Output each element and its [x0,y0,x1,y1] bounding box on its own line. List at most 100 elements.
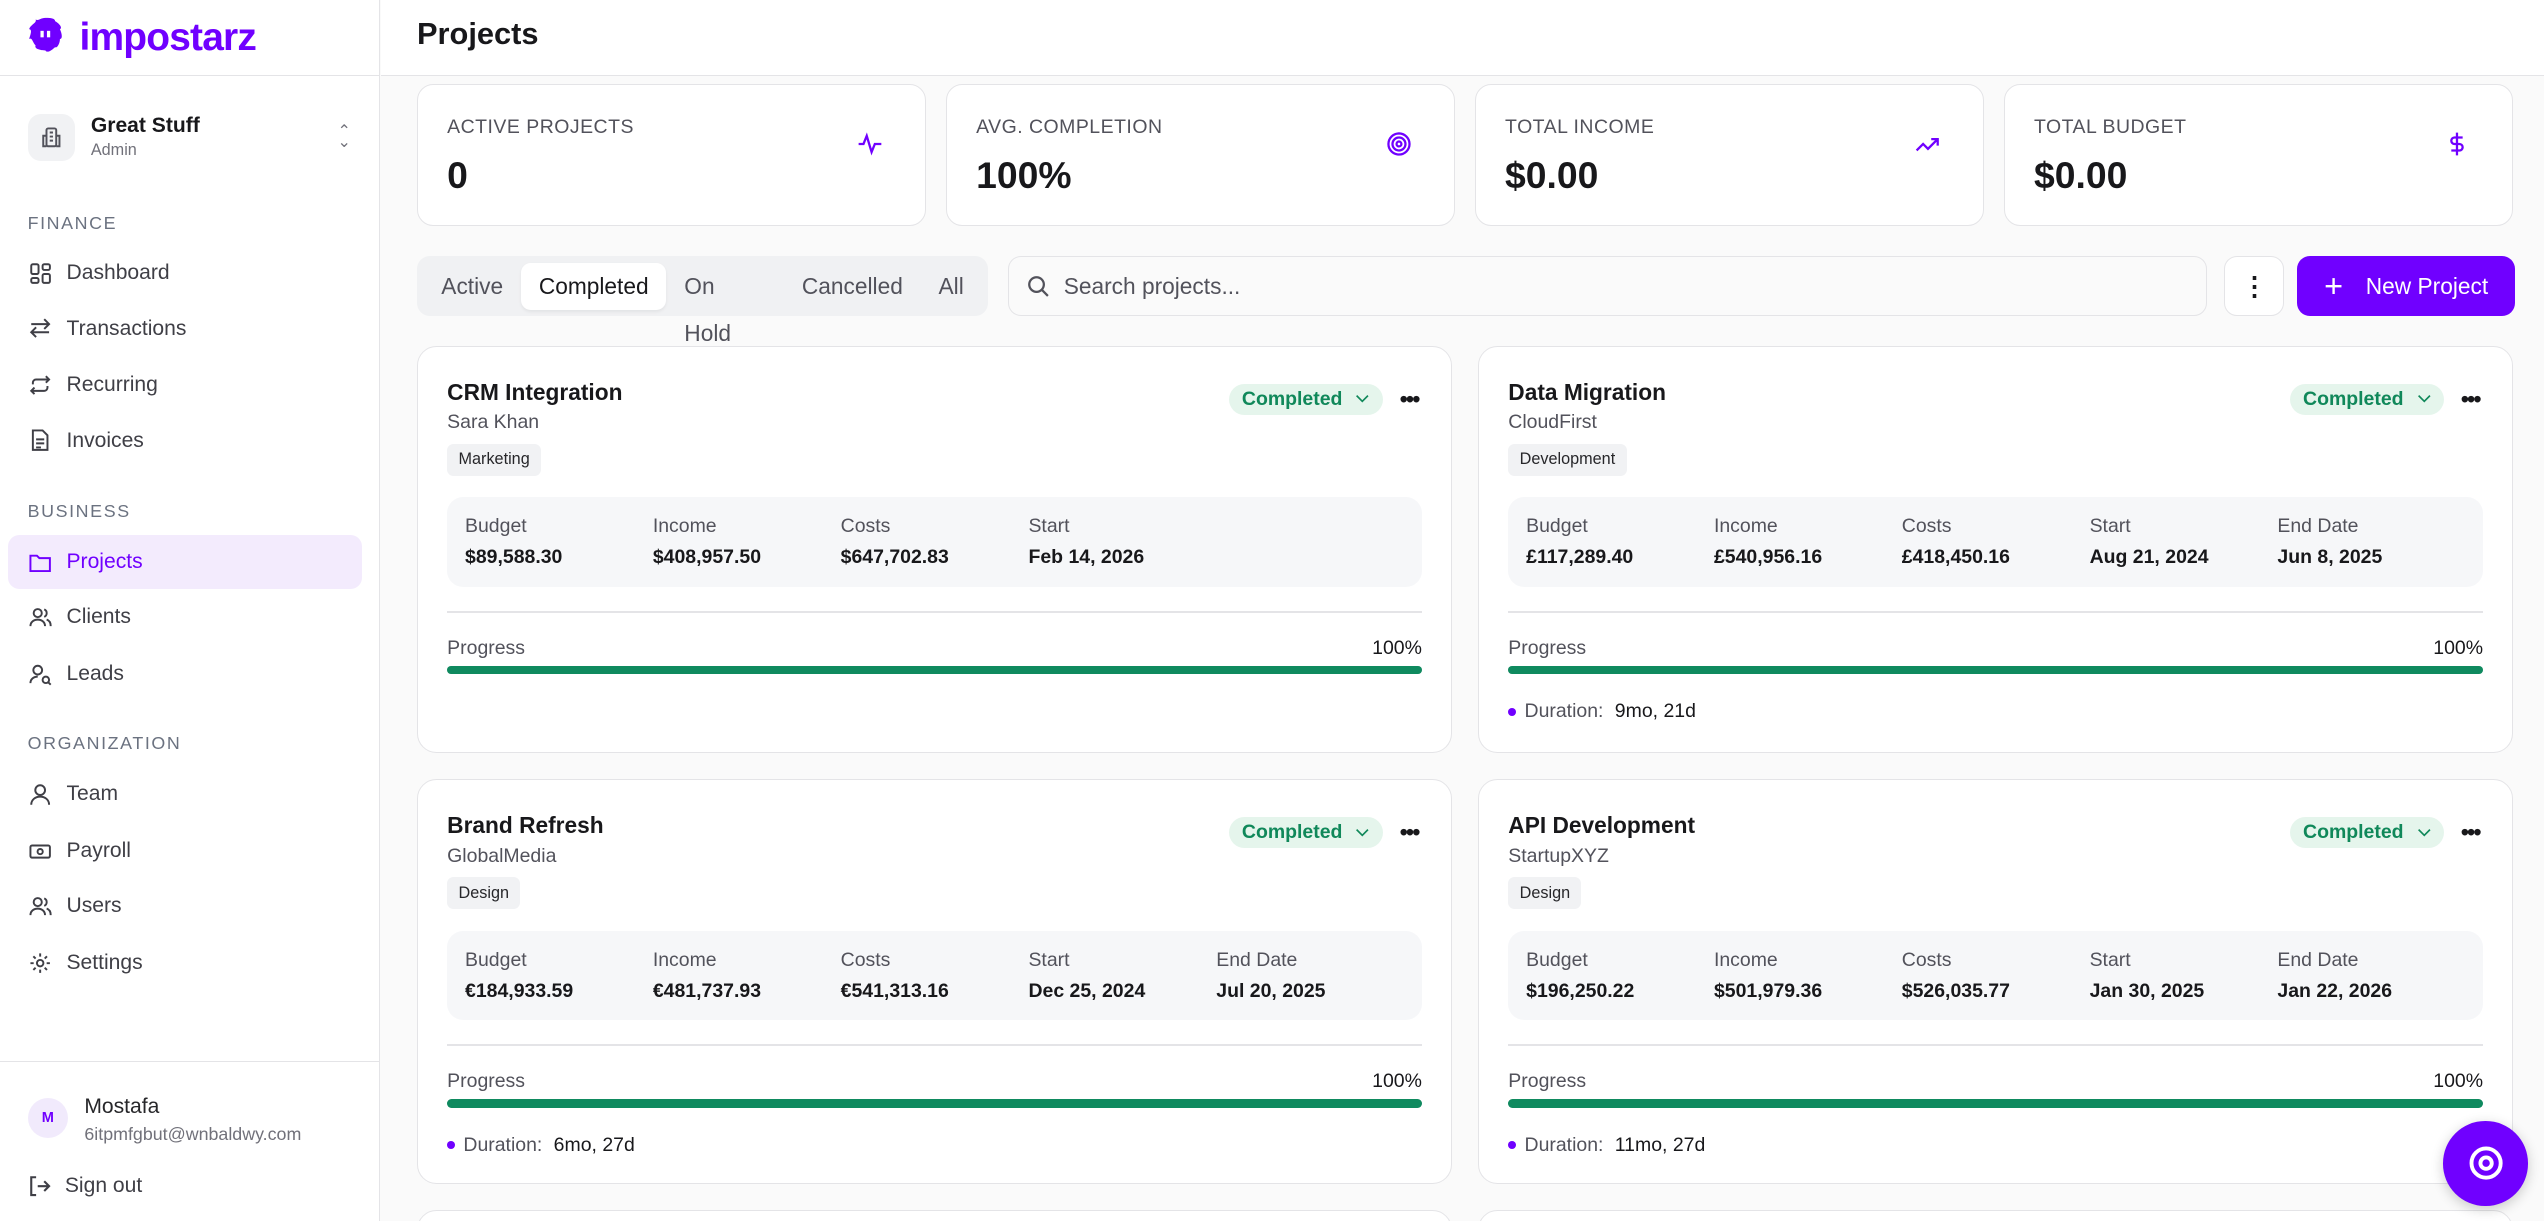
project-card[interactable] [1478,1210,2514,1221]
banknote-icon [29,844,51,859]
project-title[interactable]: API Development [1508,812,1696,839]
duration-label: Duration: [1524,1133,1604,1156]
tab-cancelled[interactable]: Cancelled [801,272,903,299]
status-dropdown[interactable]: Completed [2290,383,2445,415]
page-header: Projects [381,0,2544,77]
sidebar-item-settings[interactable]: Settings [8,936,362,990]
stat-value: $196,250.22 [1526,979,1635,1002]
project-client: StartupXYZ [1508,844,1609,867]
chevron-down-icon [2417,828,2431,837]
stat-card: TOTAL INCOME $0.00 [1474,84,1985,226]
more-options-button[interactable]: ⋮ [2224,256,2285,317]
user-email: 6itpmfgbut@wnbaldwy.com [84,1123,302,1144]
stat-label: End Date [1216,948,1298,971]
more-horizontal-icon[interactable]: ••• [1399,818,1421,845]
project-client: Sara Khan [447,411,540,434]
project-title[interactable]: Brand Refresh [447,812,604,839]
stat-value: £418,450.16 [1901,546,2010,569]
project-client: GlobalMedia [447,844,557,867]
project-card[interactable] [416,1210,1453,1221]
dollar-icon [2450,132,2464,156]
status-dropdown[interactable]: Completed [2290,817,2445,848]
dot-icon [1508,707,1517,716]
chevron-down-icon [2417,395,2431,403]
project-title[interactable]: CRM Integration [447,379,623,406]
stat-value: $647,702.83 [840,546,949,569]
duration: Duration: 11mo, 27d [1508,1134,1705,1157]
category-tag: Design [447,877,521,910]
logo[interactable]: impostarz [0,0,379,77]
duration: Duration: 9mo, 21d [1508,700,1696,723]
tab-active[interactable]: Active [441,272,504,299]
user-icon [29,784,50,805]
sidebar-item-recurring[interactable]: Recurring [8,359,362,413]
workspace-role: Admin [90,141,137,160]
more-horizontal-icon[interactable]: ••• [2460,818,2482,845]
stat-costs: Costs €541,313.16 [841,949,1029,1003]
user-search-icon [29,664,51,686]
tab-all[interactable]: All [938,272,964,299]
project-card[interactable]: API Development StartupXYZ Design Comple… [1478,778,2514,1185]
sign-out-button[interactable]: Sign out [28,1174,142,1198]
sidebar-item-label: Projects [66,550,143,574]
search-box[interactable] [1007,256,2207,317]
stat-costs: Costs $647,702.83 [841,515,1029,569]
stat-label: Income [1713,948,1778,971]
duration-value: 9mo, 21d [1614,700,1696,723]
target-icon [1387,132,1411,156]
status-dropdown[interactable]: Completed [1228,383,1383,415]
stat-value: Aug 21, 2024 [2089,546,2209,569]
project-title[interactable]: Data Migration [1508,379,1666,406]
sidebar-item-dashboard[interactable]: Dashboard [8,247,362,301]
progress-value: 100% [2433,637,2484,659]
plus-icon: + [2324,267,2344,304]
duration-label: Duration: [1524,700,1604,723]
tab-on-hold[interactable]: On Hold [684,272,731,346]
divider [447,611,1422,613]
category-tag: Marketing [447,443,542,476]
stat-costs: Costs $526,035.77 [1902,949,2090,1003]
divider [1508,611,2484,613]
sidebar-item-leads[interactable]: Leads [8,647,362,701]
project-card[interactable]: Data Migration CloudFirst Development Co… [1478,345,2514,753]
project-card[interactable]: CRM Integration Sara Khan Marketing Comp… [416,345,1453,753]
new-project-button[interactable]: + New Project [2297,256,2515,317]
trending-up-icon [1915,137,1940,152]
user-name: Mostafa [84,1094,160,1118]
sidebar-item-label: Settings [66,950,143,974]
divider [1508,1044,2484,1046]
more-horizontal-icon[interactable]: ••• [1399,385,1421,412]
sidebar-item-clients[interactable]: Clients [8,591,362,645]
tab-completed[interactable]: Completed [520,262,667,310]
page-title: Projects [416,16,539,52]
stat-label: ACTIVE PROJECTS [447,116,634,139]
stat-value: Jun 8, 2025 [2277,546,2383,569]
duration-label: Duration: [463,1133,543,1156]
assistant-fab[interactable] [2443,1121,2528,1206]
sidebar-item-users[interactable]: Users [8,879,362,933]
sidebar-item-transactions[interactable]: Transactions [8,302,362,356]
stat-value: Dec 25, 2024 [1028,979,1146,1002]
sidebar-item-payroll[interactable]: Payroll [8,824,362,878]
sidebar-item-team[interactable]: Team [8,767,362,821]
divider [447,1044,1422,1046]
sidebar-item-invoices[interactable]: Invoices [8,414,362,468]
status-dropdown[interactable]: Completed [1228,817,1383,848]
stat-label: Costs [1901,515,1952,538]
avatar[interactable]: M [27,1097,69,1139]
search-icon [1028,276,1050,297]
sidebar-item-label: Payroll [66,838,131,862]
project-financials: Budget $89,588.30 Income $408,957.50 Costs $6… [447,497,1422,587]
project-card[interactable]: Brand Refresh GlobalMedia Design Complet… [416,778,1453,1185]
stat-start: Start Feb 14, 2026 [1028,515,1216,569]
stat-value: $89,588.30 [465,546,563,569]
sidebar-item-projects[interactable]: Projects [8,535,362,589]
stat-label: Income [652,948,717,971]
workspace-switcher[interactable]: Great Stuff Admin ⌃ ⌄ [27,113,351,161]
status-label: Completed [1241,387,1343,410]
user-profile: M Mostafa 6itpmfgbut@wnbaldwy.com Sign o… [0,1061,379,1197]
search-input[interactable] [1063,272,2038,300]
stat-value: Jan 30, 2025 [2089,979,2205,1002]
more-horizontal-icon[interactable]: ••• [2460,385,2482,412]
dashboard-icon [29,263,51,285]
